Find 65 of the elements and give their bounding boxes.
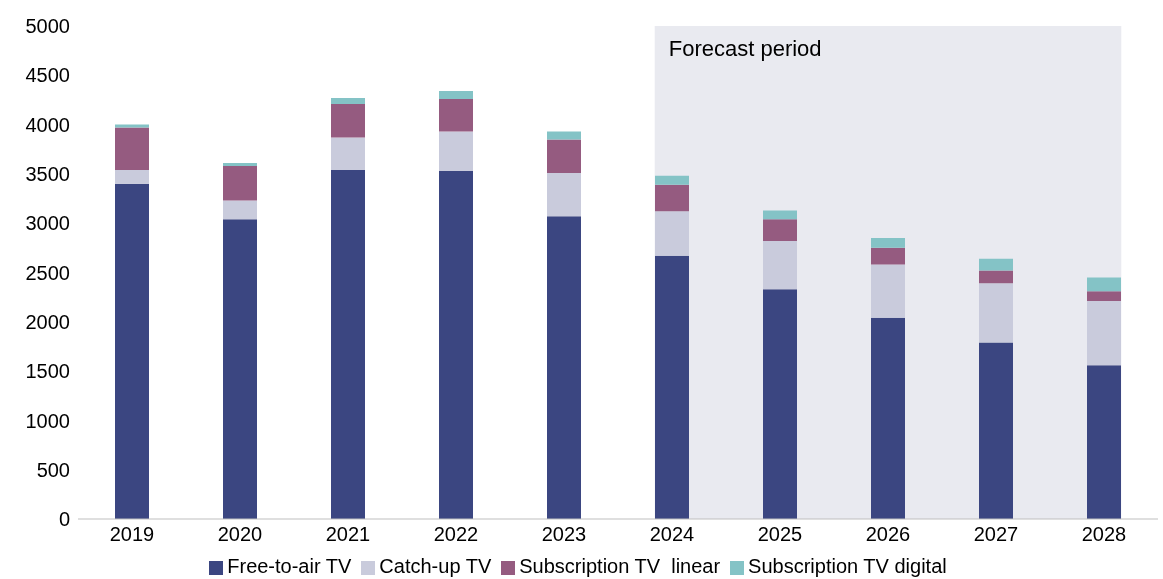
y-tick-label: 1500	[25, 360, 70, 383]
bar	[331, 137, 365, 170]
x-tick-label: 2026	[865, 523, 911, 546]
legend-label: Subscription TV digital	[748, 555, 947, 577]
bar	[763, 219, 797, 241]
bar	[439, 91, 473, 99]
bar	[439, 98, 473, 132]
bar	[979, 258, 1013, 271]
x-tick-label: 2028	[1081, 523, 1127, 546]
bar	[1087, 365, 1121, 519]
x-tick-label: 2020	[217, 523, 263, 546]
x-tick-label: 2022	[433, 523, 479, 546]
bar	[115, 183, 149, 519]
bar	[763, 210, 797, 220]
bar	[331, 103, 365, 138]
bar	[871, 317, 905, 519]
band-label: Forecast period	[668, 35, 822, 61]
bar	[979, 283, 1013, 343]
bar	[331, 97, 365, 104]
x-tick-label: 2023	[541, 523, 587, 546]
bar	[331, 169, 365, 519]
y-tick-label: 2500	[25, 261, 70, 284]
bar	[655, 184, 689, 212]
bar	[871, 247, 905, 265]
legend-label: Subscription TV linear	[519, 555, 721, 577]
bar	[979, 342, 1013, 519]
y-tick-label: 0	[58, 508, 70, 531]
bar	[1087, 301, 1121, 366]
bar	[439, 170, 473, 519]
bar	[115, 127, 149, 170]
bar	[223, 166, 257, 201]
x-tick-label: 2021	[325, 523, 371, 546]
bar	[223, 200, 257, 220]
y-tick-label: 3500	[25, 163, 70, 185]
bar	[115, 169, 149, 184]
bar	[871, 237, 905, 248]
y-tick-label: 1000	[25, 409, 70, 432]
x-tick-label: 2025	[757, 523, 803, 546]
bar	[1087, 291, 1121, 302]
bar	[223, 163, 257, 167]
bar	[547, 172, 581, 217]
bar	[871, 264, 905, 318]
bar	[763, 240, 797, 290]
y-tick-label: 4000	[25, 113, 70, 136]
bar	[115, 124, 149, 128]
y-tick-label: 3000	[25, 212, 70, 235]
bar	[1087, 277, 1121, 292]
legend-label: Catch-up TV	[379, 555, 492, 577]
y-tick-label: 500	[36, 458, 70, 481]
y-tick-label: 2000	[25, 310, 70, 333]
bar	[763, 289, 797, 519]
bar	[439, 131, 473, 171]
bar	[223, 219, 257, 519]
x-tick-label: 2027	[973, 523, 1019, 546]
y-tick-label: 4500	[25, 64, 70, 87]
bar	[979, 270, 1013, 284]
y-tick-label: 5000	[25, 15, 70, 38]
x-tick-label: 2019	[109, 523, 155, 546]
bar	[655, 255, 689, 519]
bar	[547, 139, 581, 173]
x-tick-label: 2024	[649, 523, 695, 546]
bar	[547, 216, 581, 519]
bar	[655, 175, 689, 185]
bar	[655, 211, 689, 256]
legend-label: Free-to-air TV	[227, 555, 352, 577]
